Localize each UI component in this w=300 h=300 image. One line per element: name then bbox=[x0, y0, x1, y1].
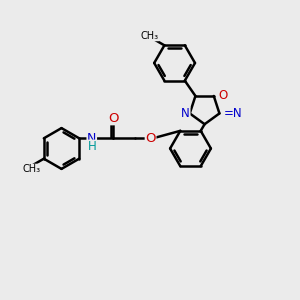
Text: O: O bbox=[145, 132, 156, 145]
Text: O: O bbox=[219, 89, 228, 103]
Text: CH₃: CH₃ bbox=[22, 164, 40, 174]
Text: N: N bbox=[181, 107, 190, 120]
Text: O: O bbox=[108, 112, 119, 125]
Text: =N: =N bbox=[224, 107, 243, 120]
Text: H: H bbox=[87, 140, 96, 153]
Text: CH₃: CH₃ bbox=[141, 31, 159, 41]
Text: N: N bbox=[87, 132, 97, 145]
